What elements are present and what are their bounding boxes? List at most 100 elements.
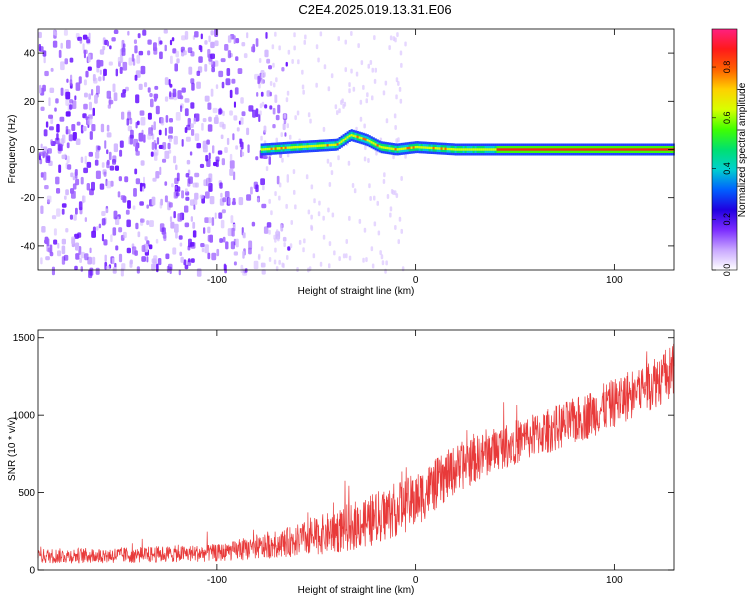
spectrogram-cell [193, 204, 196, 210]
spectrogram-cell [570, 148, 573, 151]
spectrogram-cell [60, 42, 63, 49]
spectrogram-cell [368, 140, 371, 143]
spectrogram-cell [315, 44, 319, 50]
spectrogram-cell [432, 146, 435, 150]
spectrogram-cell [141, 256, 146, 262]
spectrogram-cell [620, 148, 623, 151]
spectrogram-cell [184, 31, 189, 40]
spectrogram-cell [301, 69, 304, 75]
spectrogram-cell [400, 228, 403, 234]
spectrogram-cell [271, 44, 275, 50]
spectrogram-cell [74, 95, 77, 101]
spectrogram-cell [84, 155, 87, 165]
spectrogram-cell [156, 263, 159, 273]
spectrogram-cell [212, 107, 218, 114]
spectrogram-cell [214, 212, 217, 219]
spectrogram-cell [63, 153, 67, 159]
spectrogram-cell [234, 87, 239, 95]
spectrogram-cell [191, 82, 195, 91]
spectrogram-cell [86, 161, 92, 168]
spectrogram-cell [666, 148, 669, 151]
spectrogram-cell [233, 171, 236, 181]
spectrogram-cell [322, 144, 325, 147]
spectrogram-cell [57, 242, 60, 249]
spectrogram-cell [644, 148, 647, 151]
spectrogram-cell [196, 268, 202, 277]
spectrogram-cell [122, 196, 127, 203]
spectrogram-cell [640, 148, 643, 151]
spectrogram-cell [89, 131, 93, 140]
spectrogram-cell [624, 148, 627, 151]
spectrogram-cell [294, 115, 297, 121]
spectrogram-cell [376, 144, 379, 147]
spectrogram-cell [307, 209, 311, 215]
spectrogram-cell [40, 172, 44, 178]
spectrogram-cell [298, 239, 302, 245]
spectrogram-cell [512, 148, 515, 151]
spectrogram-cell [318, 144, 321, 147]
spectrogram-cell [478, 148, 481, 151]
spectrogram-cell [96, 226, 99, 231]
spectrogram-cell [46, 156, 51, 161]
spectrogram-cell [260, 79, 264, 85]
spectrogram-cell [642, 148, 645, 151]
spectrogram-cell [310, 145, 313, 148]
spectrogram-cell [385, 260, 388, 266]
spectrogram-cell [281, 67, 285, 72]
spectrogram-cell [92, 256, 96, 265]
spectrogram-cell [612, 148, 615, 151]
spectrogram-cell [207, 234, 212, 242]
spectrogram-cell [102, 45, 106, 51]
colorbar-tick-label: 0.6 [722, 112, 732, 125]
spectrogram-cell [235, 38, 240, 44]
spectrogram-cell [158, 129, 162, 136]
spectrogram-cell [199, 194, 204, 199]
spectrogram-cell [256, 197, 260, 203]
spectrogram-cell [78, 76, 82, 84]
spectrogram-cell [134, 74, 138, 81]
spectrogram-cell [164, 96, 169, 102]
spectrogram-cell [106, 180, 112, 189]
spectrogram-cell [373, 195, 376, 201]
spectrogram-cell [389, 212, 392, 218]
spectrogram-cell [44, 70, 49, 77]
spectrogram-cell [225, 241, 229, 250]
spectrogram-cell [106, 149, 109, 155]
spectrogram-cell [153, 47, 158, 55]
spectrogram-cell [490, 148, 493, 151]
spectrogram-cell [196, 81, 201, 89]
spectrogram-cell [40, 205, 44, 214]
spectrogram-cell [464, 148, 467, 151]
spectrogram-cell [540, 148, 543, 151]
spectrogram-cell [138, 83, 143, 90]
spectrogram-cell [104, 140, 107, 149]
spectrogram-cell [426, 146, 429, 149]
spectrogram-cell [190, 78, 195, 84]
spectrogram-cell [400, 62, 403, 68]
spectrogram-cell [55, 98, 59, 104]
spectrogram-cell [380, 146, 383, 149]
spectrogram-cell [187, 117, 191, 127]
spectrogram-cell [291, 59, 294, 64]
spectrogram-cell [350, 134, 353, 137]
spectrogram-cell [269, 105, 273, 110]
spectrogram-cell [172, 48, 177, 54]
spectrogram-cell [302, 145, 305, 148]
spectrogram-cell [204, 217, 209, 223]
spectrogram-cell [82, 126, 87, 132]
spectrogram-cell [192, 221, 196, 229]
spectrogram-cell [366, 139, 369, 142]
spectrogram-cell [373, 78, 377, 84]
spectrogram-cell [79, 37, 83, 44]
spectrogram-cell [310, 214, 313, 220]
spectrogram-cell [395, 193, 399, 199]
spectrogram-cell [260, 135, 263, 141]
spectrogram-cell [404, 153, 407, 159]
spectrogram-cell [168, 79, 171, 86]
spectrogram-cell [173, 211, 176, 219]
spectrogram-cell [184, 205, 189, 213]
spectrogram-cell [315, 82, 318, 88]
spectrogram-cell [442, 147, 445, 150]
spectrogram-cell [173, 155, 177, 164]
spectrogram-cell [179, 242, 183, 247]
